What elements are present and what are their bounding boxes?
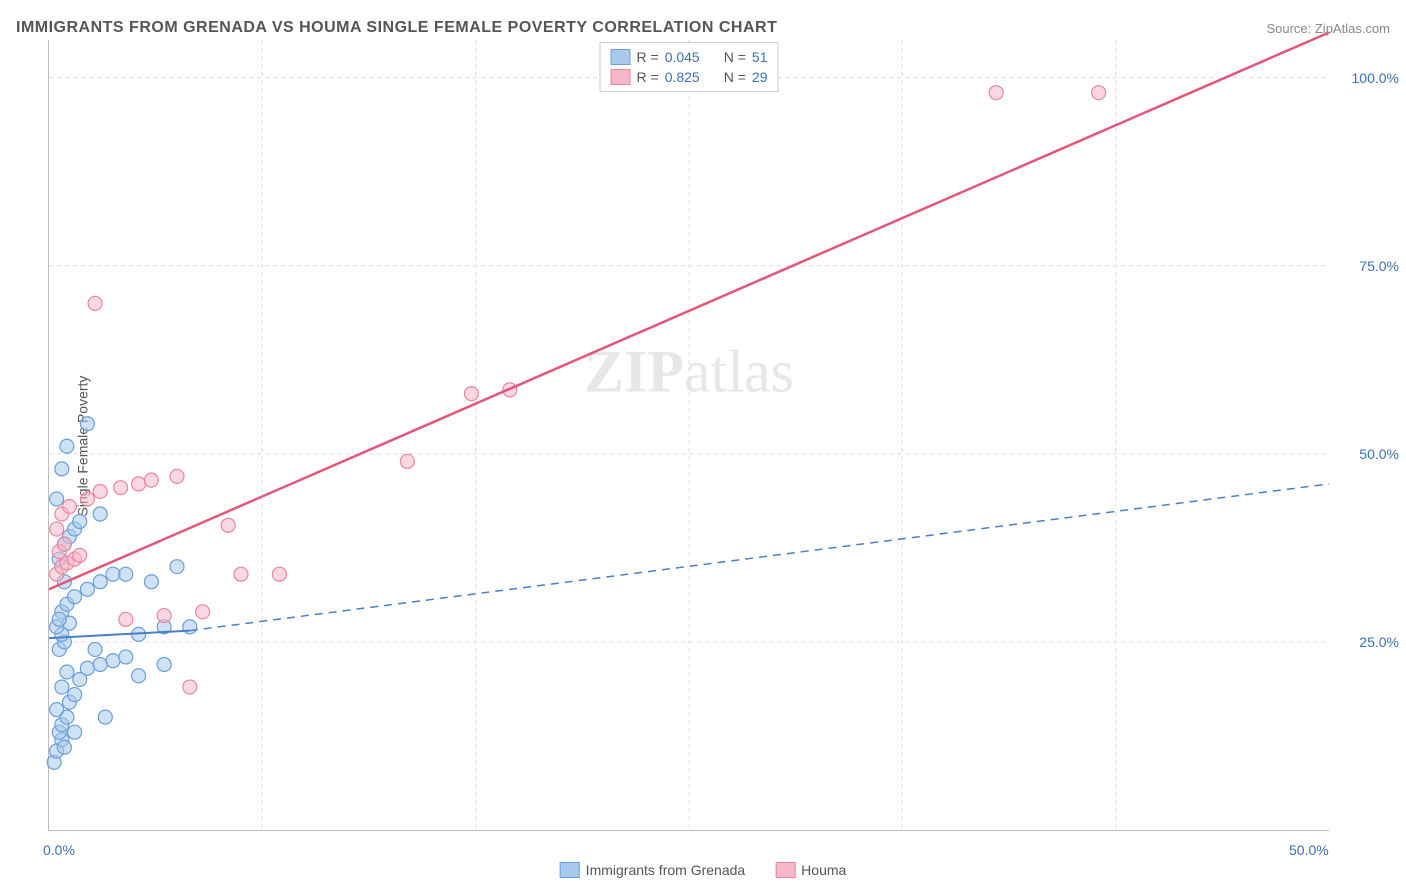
series-label-0: Immigrants from Grenada (586, 862, 746, 878)
plot-area: ZIPatlas 25.0%50.0%75.0%100.0% 0.0%50.0%… (48, 40, 1329, 831)
n-value-1: 29 (752, 69, 768, 85)
y-tick-label: 50.0% (1359, 446, 1399, 462)
swatch-grenada (611, 49, 631, 65)
n-value-0: 51 (752, 49, 768, 65)
chart-container: IMMIGRANTS FROM GRENADA VS HOUMA SINGLE … (0, 0, 1406, 892)
y-tick-label: 100.0% (1352, 70, 1399, 86)
y-tick-label: 75.0% (1359, 258, 1399, 274)
n-label: N = (724, 49, 746, 65)
x-tick-label: 50.0% (1289, 842, 1329, 858)
plot-svg (49, 40, 1329, 830)
r-value-1: 0.825 (665, 69, 700, 85)
n-label: N = (724, 69, 746, 85)
legend-row-0: R = 0.045 N = 51 (611, 47, 768, 67)
legend-row-1: R = 0.825 N = 29 (611, 67, 768, 87)
swatch-houma-bottom (775, 862, 795, 878)
correlation-legend: R = 0.045 N = 51 R = 0.825 N = 29 (600, 42, 779, 92)
bottom-legend: Immigrants from Grenada Houma (560, 860, 847, 880)
r-value-0: 0.045 (665, 49, 700, 65)
bottom-legend-item-1: Houma (775, 860, 846, 880)
swatch-grenada-bottom (560, 862, 580, 878)
r-label: R = (637, 49, 659, 65)
y-tick-label: 25.0% (1359, 634, 1399, 650)
series-label-1: Houma (801, 862, 846, 878)
r-label: R = (637, 69, 659, 85)
bottom-legend-item-0: Immigrants from Grenada (560, 860, 746, 880)
swatch-houma (611, 69, 631, 85)
chart-title: IMMIGRANTS FROM GRENADA VS HOUMA SINGLE … (16, 19, 777, 37)
x-tick-label: 0.0% (43, 842, 75, 858)
